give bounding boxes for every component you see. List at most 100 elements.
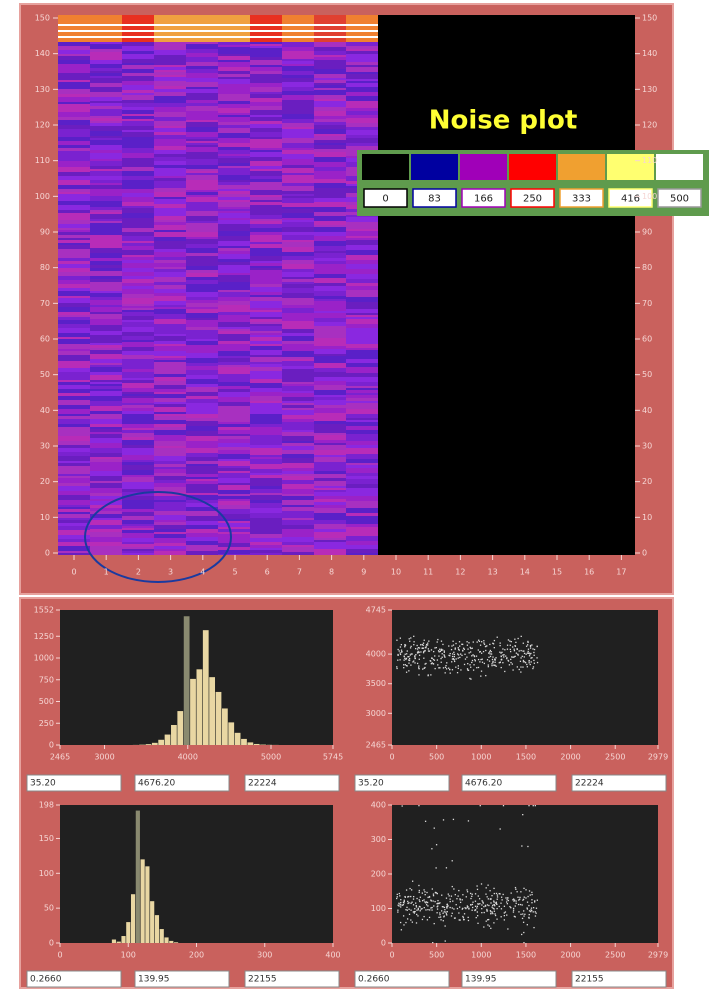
heat-cell bbox=[186, 471, 218, 474]
heat-cell bbox=[122, 332, 154, 336]
heat-cell bbox=[154, 538, 186, 543]
scatter-dot bbox=[521, 917, 524, 920]
heat-cell bbox=[122, 202, 154, 206]
heat-cell bbox=[282, 377, 314, 382]
heat-cell bbox=[314, 269, 346, 274]
heat-cell bbox=[346, 341, 378, 344]
heat-cell bbox=[154, 112, 186, 117]
heat-cell bbox=[346, 549, 378, 553]
scatter-dot bbox=[444, 940, 446, 942]
scatter-dot bbox=[490, 650, 492, 653]
heat-cell bbox=[122, 316, 154, 320]
heat-cell bbox=[90, 380, 122, 382]
heat-cell bbox=[154, 496, 186, 498]
heat-cell bbox=[186, 348, 218, 353]
heat-cell bbox=[154, 407, 186, 412]
heat-cell bbox=[218, 501, 250, 505]
scatter-dot bbox=[493, 901, 495, 903]
scatter-dot bbox=[527, 641, 529, 644]
x-tick-label: 10 bbox=[391, 568, 401, 577]
scatter-dot bbox=[399, 652, 401, 654]
heat-cell bbox=[58, 102, 90, 104]
heat-cell bbox=[314, 529, 346, 532]
heat-cell bbox=[346, 83, 378, 87]
scatter-dot bbox=[399, 637, 401, 639]
histogram-bar bbox=[121, 936, 126, 943]
heat-cell bbox=[250, 150, 282, 152]
heat-cell bbox=[346, 354, 378, 359]
heat-cell bbox=[314, 390, 346, 392]
heat-cell bbox=[314, 424, 346, 428]
heat-cell bbox=[314, 308, 346, 311]
heat-cell bbox=[314, 119, 346, 122]
heat-cell bbox=[186, 341, 218, 345]
scatter-dot bbox=[466, 641, 468, 643]
heat-cell bbox=[314, 440, 346, 443]
heat-cell bbox=[218, 211, 250, 213]
heat-cell bbox=[314, 261, 346, 264]
heat-cell bbox=[282, 355, 314, 357]
scatter-dot bbox=[461, 654, 463, 657]
heat-cell bbox=[90, 481, 122, 483]
heat-cell bbox=[282, 313, 314, 317]
heat-cell bbox=[154, 543, 186, 546]
heat-cell bbox=[186, 173, 218, 175]
heat-cell bbox=[282, 476, 314, 480]
heat-cell bbox=[218, 466, 250, 468]
scatter-dot bbox=[528, 904, 530, 907]
heat-cell bbox=[186, 300, 218, 303]
scatter-dot bbox=[523, 931, 525, 934]
heat-cell bbox=[154, 139, 186, 141]
heat-cell bbox=[122, 453, 154, 455]
heat-cell bbox=[346, 297, 378, 302]
heat-cell bbox=[218, 150, 250, 154]
scatter-dot bbox=[403, 899, 405, 901]
scatter-dot bbox=[432, 663, 434, 665]
scatter-dot bbox=[504, 911, 507, 913]
heat-cell bbox=[314, 326, 346, 331]
heat-cell bbox=[250, 481, 282, 486]
heat-cell bbox=[282, 393, 314, 395]
heat-cell bbox=[346, 473, 378, 476]
heat-cell bbox=[250, 132, 282, 137]
scatter-dot bbox=[474, 893, 477, 895]
heat-cell bbox=[250, 401, 282, 403]
heat-cell bbox=[314, 236, 346, 241]
scatter-dot bbox=[408, 638, 410, 640]
heat-cell bbox=[346, 508, 378, 513]
scatter-dot bbox=[416, 909, 418, 911]
heat-cell bbox=[58, 189, 90, 192]
heat-cell bbox=[282, 220, 314, 222]
scatter-dot bbox=[523, 650, 525, 652]
scatter-dot bbox=[418, 905, 421, 908]
heat-cell bbox=[186, 370, 218, 375]
heat-cell bbox=[154, 549, 186, 551]
heat-cell bbox=[346, 516, 378, 519]
heat-cell bbox=[154, 184, 186, 188]
scatter-dot bbox=[461, 643, 463, 645]
heat-cell bbox=[218, 534, 250, 539]
heat-cell bbox=[58, 364, 90, 368]
heat-cell bbox=[314, 538, 346, 540]
x-tick-label: 17 bbox=[616, 568, 626, 577]
heat-cell bbox=[346, 305, 378, 309]
scatter-dot bbox=[491, 906, 493, 908]
heat-cell bbox=[122, 69, 154, 73]
scatter-dot bbox=[472, 669, 475, 671]
y-tick-label: 30 bbox=[40, 442, 50, 451]
scatter-dot bbox=[431, 906, 433, 909]
scatter-dot bbox=[522, 921, 525, 923]
heat-cell bbox=[186, 62, 218, 66]
scatter-dot bbox=[480, 652, 483, 654]
scatter-dot bbox=[430, 899, 432, 901]
scatter-dot bbox=[469, 651, 472, 653]
heat-cell bbox=[58, 154, 90, 157]
heat-cell bbox=[314, 368, 346, 372]
scatter-dot bbox=[528, 659, 530, 662]
heat-cell bbox=[122, 378, 154, 380]
heat-cell bbox=[346, 553, 378, 555]
scatter-dot bbox=[472, 641, 474, 643]
readout-value: 0.2660 bbox=[358, 975, 390, 985]
scatter-dot bbox=[400, 901, 402, 904]
scatter-dot bbox=[453, 655, 456, 658]
